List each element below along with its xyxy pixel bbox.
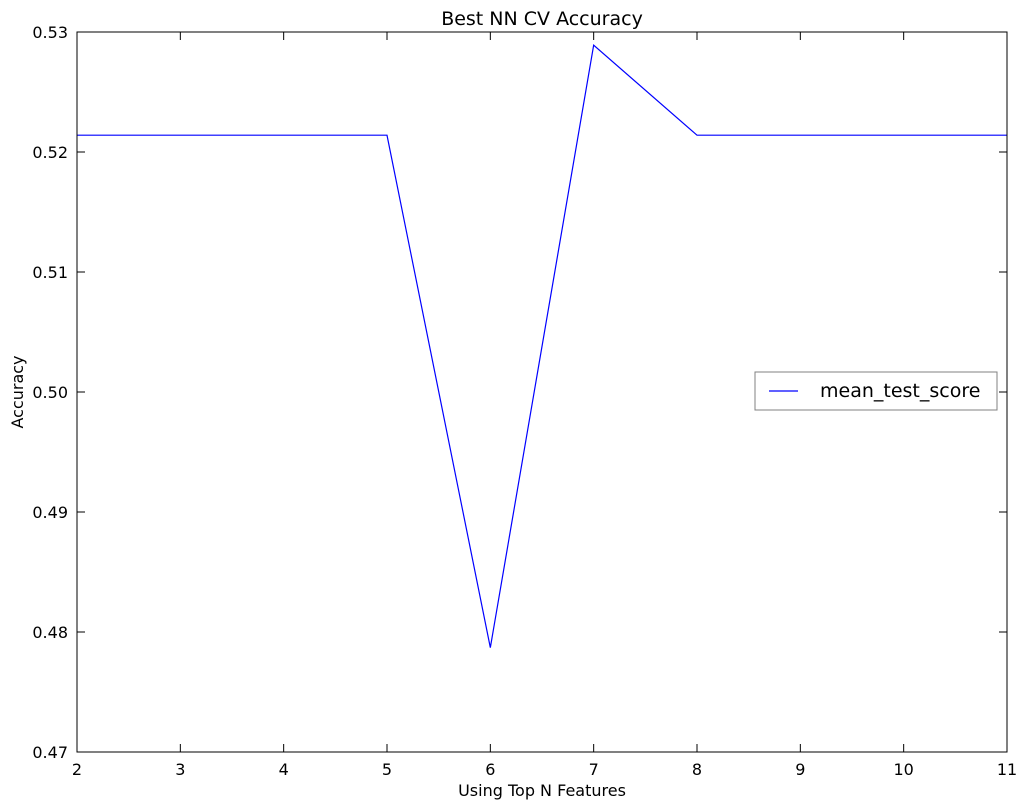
x-tick-label: 2 [72,760,82,779]
x-tick-label: 7 [589,760,599,779]
legend-label-mean-test-score: mean_test_score [820,380,980,402]
x-tick-label: 11 [997,760,1017,779]
y-tick-label: 0.52 [32,143,68,162]
x-tick-label: 10 [893,760,913,779]
y-axis-label: Accuracy [8,355,27,428]
y-tick-label: 0.49 [32,503,68,522]
x-tick-label: 5 [382,760,392,779]
x-tick-label: 8 [692,760,702,779]
x-tick-label: 9 [795,760,805,779]
x-tick-label: 4 [279,760,289,779]
plot-area [77,44,1007,648]
y-tick-label: 0.51 [32,263,68,282]
x-tick-label: 3 [175,760,185,779]
y-axis: 0.47 0.48 0.49 0.50 0.51 0.52 0.53 [32,23,1007,762]
series-line-mean-test-score [77,44,1007,648]
legend: mean_test_score [754,371,998,411]
y-tick-label: 0.50 [32,383,68,402]
x-axis: 2 3 4 5 6 7 8 9 10 11 [72,32,1017,779]
y-tick-label: 0.47 [32,743,68,762]
x-tick-label: 6 [485,760,495,779]
y-tick-label: 0.48 [32,623,68,642]
y-tick-label: 0.53 [32,23,68,42]
x-axis-label: Using Top N Features [458,781,626,800]
chart-title: Best NN CV Accuracy [441,8,643,30]
